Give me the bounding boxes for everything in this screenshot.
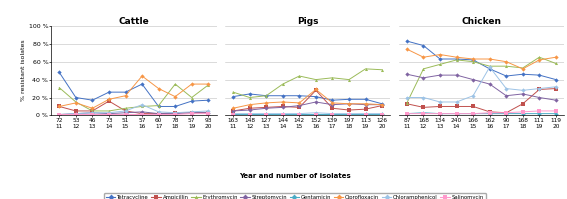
Legend: Tetracycline, Ampicillin, Erythromycin, Streptomycin, Gentamicin, Ciprofloxacin,: Tetracycline, Ampicillin, Erythromycin, … <box>104 193 486 199</box>
Text: Year and number of isolates: Year and number of isolates <box>239 173 351 179</box>
Title: Pigs: Pigs <box>297 17 318 26</box>
Y-axis label: % resistant isolates: % resistant isolates <box>21 40 26 101</box>
Title: Cattle: Cattle <box>119 17 149 26</box>
Title: Chicken: Chicken <box>462 17 501 26</box>
